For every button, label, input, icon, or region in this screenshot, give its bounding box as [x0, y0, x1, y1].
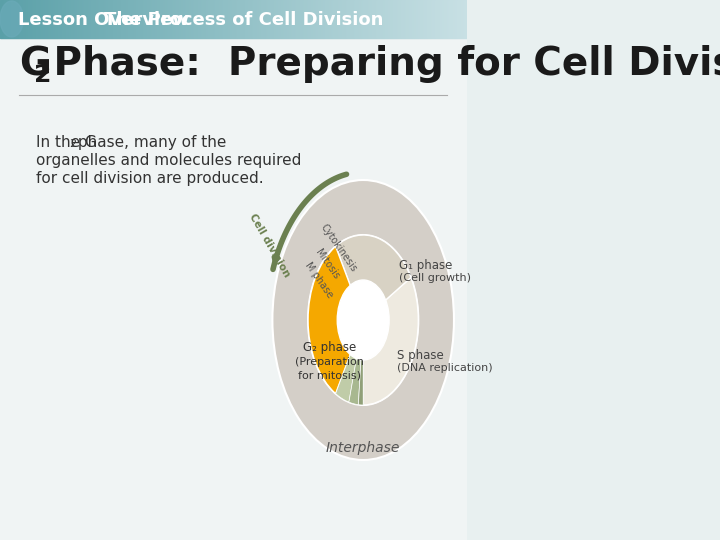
- Text: G₁ phase: G₁ phase: [399, 259, 452, 272]
- Text: Cell division: Cell division: [247, 212, 292, 279]
- Text: G₂ phase: G₂ phase: [303, 341, 356, 354]
- Text: (Cell growth): (Cell growth): [399, 273, 471, 283]
- Wedge shape: [272, 180, 454, 460]
- Wedge shape: [308, 246, 363, 394]
- Circle shape: [337, 280, 389, 360]
- Text: for cell division are produced.: for cell division are produced.: [36, 171, 264, 186]
- Text: Mitosis: Mitosis: [314, 247, 341, 281]
- Text: Interphase: Interphase: [326, 441, 400, 455]
- Text: organelles and molecules required: organelles and molecules required: [36, 153, 301, 168]
- Text: M phase: M phase: [303, 260, 335, 300]
- Wedge shape: [336, 235, 411, 320]
- Text: Cytokinesis: Cytokinesis: [318, 222, 359, 274]
- Text: Lesson Overview: Lesson Overview: [18, 11, 189, 29]
- Wedge shape: [363, 278, 418, 405]
- Text: for mitosis): for mitosis): [298, 370, 361, 380]
- Text: In the G: In the G: [36, 135, 96, 150]
- Text: 2: 2: [34, 63, 51, 87]
- Circle shape: [0, 1, 23, 37]
- Wedge shape: [349, 320, 363, 404]
- Wedge shape: [359, 320, 363, 405]
- Wedge shape: [336, 320, 363, 402]
- Text: (DNA replication): (DNA replication): [397, 363, 492, 373]
- Text: phase, many of the: phase, many of the: [73, 135, 227, 150]
- Text: G: G: [19, 45, 51, 83]
- Text: Phase:  Preparing for Cell Division: Phase: Preparing for Cell Division: [40, 45, 720, 83]
- Text: (Preparation: (Preparation: [295, 357, 364, 367]
- Text: S phase: S phase: [397, 348, 444, 361]
- Text: 2: 2: [69, 139, 76, 149]
- Text: The Process of Cell Division: The Process of Cell Division: [104, 11, 383, 29]
